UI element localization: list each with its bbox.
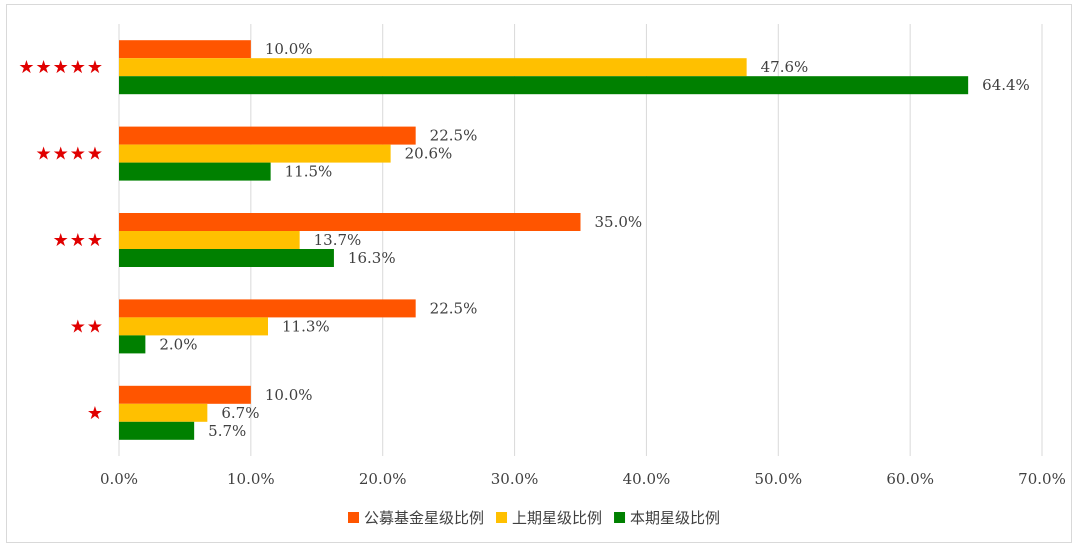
x-tick-label: 60.0% [886, 470, 934, 488]
x-tick-label: 10.0% [227, 470, 275, 488]
category-label: ★★★★ [35, 144, 104, 165]
category-label: ★ [87, 403, 104, 424]
x-tick-label: 70.0% [1018, 470, 1066, 488]
bar [119, 76, 969, 95]
data-label: 16.3% [348, 249, 396, 267]
category-axis: ★★★★★★★★★★★★★★★ [18, 57, 104, 424]
x-tick-label: 20.0% [359, 470, 407, 488]
bar [119, 403, 208, 422]
bar [119, 58, 747, 77]
bar [119, 126, 416, 145]
data-labels: 10.0%47.6%64.4%22.5%20.6%11.5%35.0%13.7%… [159, 40, 1029, 440]
x-tick-label: 50.0% [754, 470, 802, 488]
data-label: 22.5% [430, 299, 478, 317]
bar [119, 144, 391, 163]
bar [119, 385, 251, 404]
bar-series [119, 40, 969, 440]
legend-label: 本期星级比例 [630, 509, 720, 527]
data-label: 10.0% [265, 386, 313, 404]
bar [119, 162, 271, 181]
legend-label: 上期星级比例 [512, 509, 602, 527]
legend-label: 公募基金星级比例 [364, 509, 484, 527]
bar [119, 421, 195, 440]
data-label: 6.7% [221, 404, 259, 422]
data-label: 64.4% [982, 76, 1030, 94]
x-tick-label: 30.0% [491, 470, 539, 488]
legend-swatch [614, 512, 626, 523]
bar [119, 335, 146, 354]
legend: 公募基金星级比例 上期星级比例 本期星级比例 [348, 509, 720, 527]
legend-swatch [496, 512, 508, 523]
data-label: 47.6% [761, 58, 809, 76]
category-label: ★★★ [53, 230, 104, 251]
data-label: 11.3% [282, 317, 330, 335]
data-label: 13.7% [314, 231, 362, 249]
bar [119, 317, 268, 336]
data-label: 22.5% [430, 127, 478, 145]
category-label: ★★ [70, 316, 104, 337]
data-label: 2.0% [159, 335, 197, 353]
bar [119, 213, 581, 231]
x-tick-label: 0.0% [100, 470, 138, 488]
x-axis: 0.0% 10.0% 20.0% 30.0% 40.0% 50.0% 60.0% 70.0% [100, 470, 1066, 488]
bar [119, 299, 416, 318]
bar [119, 249, 334, 267]
data-label: 5.7% [208, 422, 246, 440]
category-label: ★★★★★ [18, 57, 104, 78]
gridlines [118, 24, 1043, 456]
bar [119, 231, 300, 249]
data-label: 35.0% [595, 213, 643, 231]
legend-swatch [348, 512, 359, 523]
x-tick-label: 40.0% [623, 470, 671, 488]
bar [119, 40, 251, 59]
data-label: 20.6% [405, 145, 453, 163]
data-label: 11.5% [285, 163, 333, 181]
data-label: 10.0% [265, 40, 313, 58]
